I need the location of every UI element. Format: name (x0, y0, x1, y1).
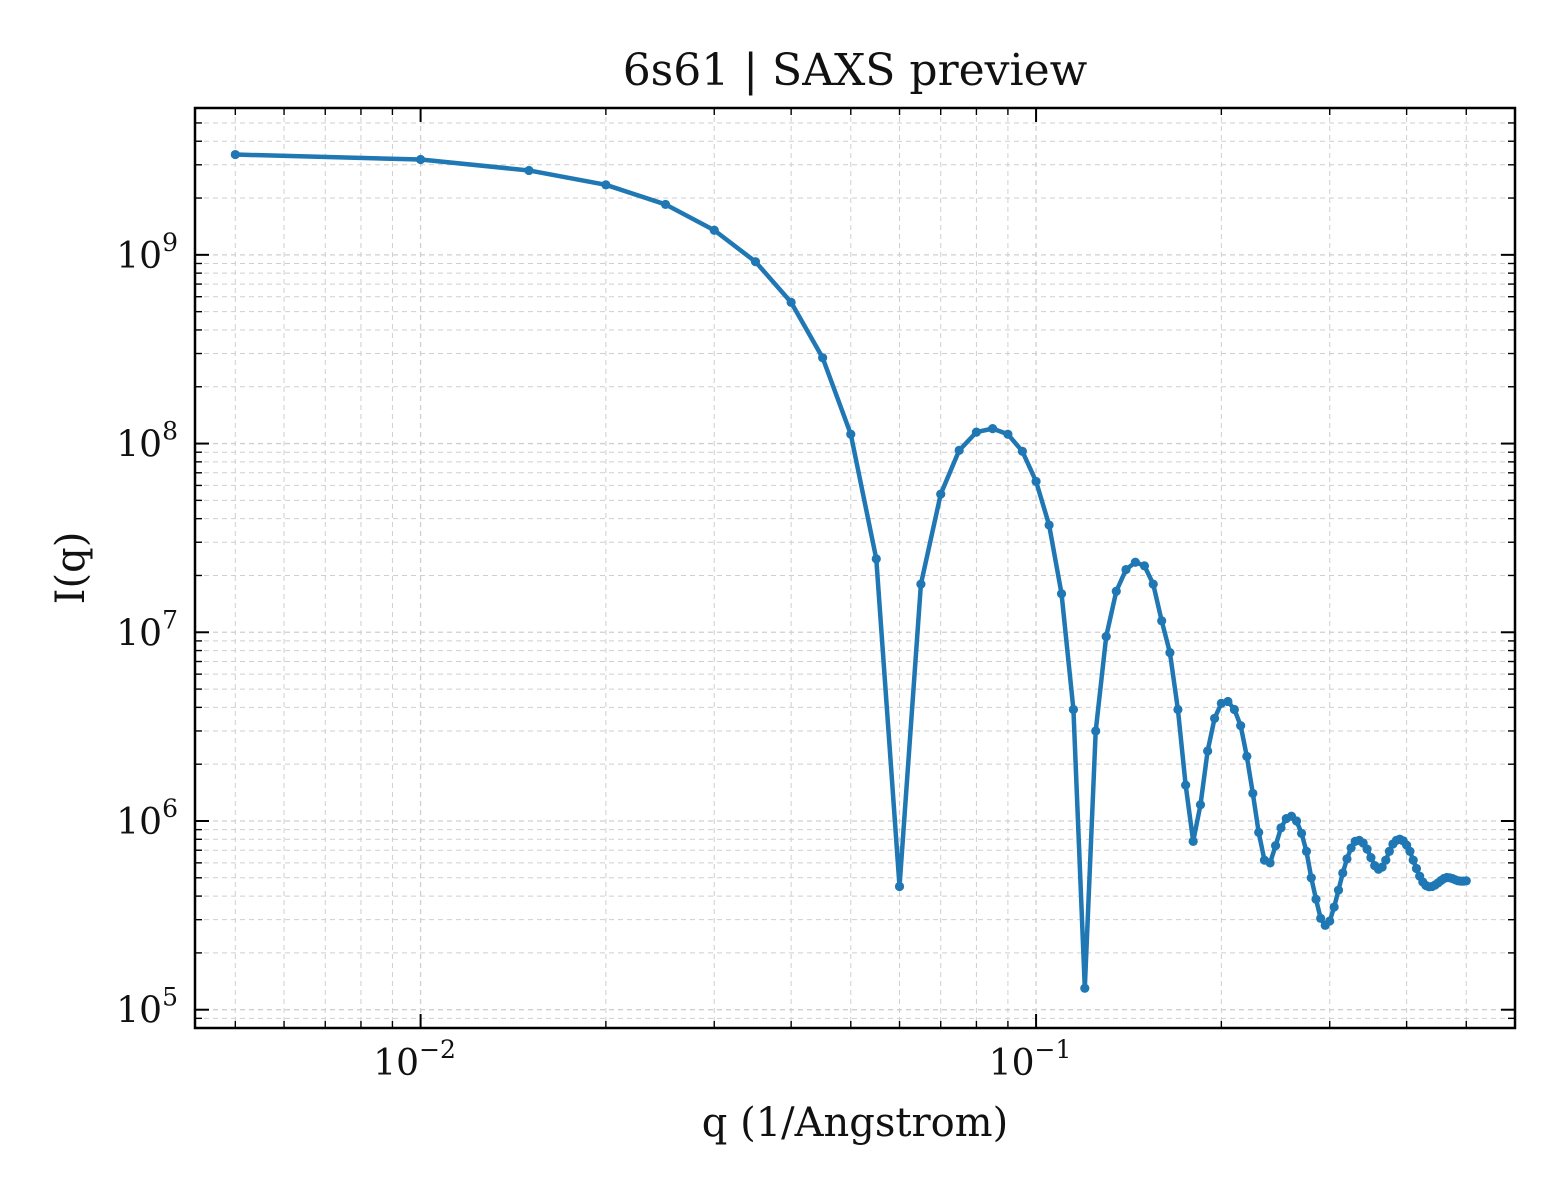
chart-title: 6s61 | SAXS preview (623, 45, 1088, 96)
y-tick-label: 106 (116, 794, 178, 843)
data-point (1270, 841, 1281, 851)
data-point (1254, 827, 1264, 838)
data-point (871, 554, 881, 564)
data-point (988, 424, 998, 434)
data-point (1121, 564, 1131, 575)
x-tick-label: 10−2 (373, 1035, 456, 1084)
data-point (1188, 836, 1198, 846)
data-point (1377, 862, 1387, 872)
data-point (601, 180, 611, 190)
data-point (709, 225, 719, 235)
data-point (1101, 631, 1111, 642)
data-point (1338, 868, 1348, 878)
data-point (1130, 557, 1140, 567)
data-point (1342, 854, 1352, 864)
data-point (894, 881, 905, 892)
data-point (1236, 721, 1246, 731)
data-point (1017, 446, 1027, 456)
data-point (1296, 828, 1307, 838)
data-point (1408, 855, 1418, 865)
data-point (1223, 696, 1233, 707)
data-point (1362, 844, 1372, 854)
data-point (1148, 579, 1158, 589)
data-point (1195, 800, 1206, 810)
y-tick-label: 108 (116, 417, 178, 466)
data-point (846, 429, 856, 439)
grid (195, 107, 1515, 1029)
y-axis-label: I(q) (48, 532, 94, 605)
data-point (1248, 788, 1258, 799)
data-point (818, 353, 828, 363)
data-point (1276, 823, 1286, 833)
data-point (1242, 751, 1252, 761)
data-point (1080, 983, 1090, 993)
series-layer (230, 149, 1471, 993)
data-point (1333, 885, 1344, 895)
data-point (1203, 746, 1213, 756)
data-point (1044, 520, 1054, 530)
data-point (1381, 855, 1391, 865)
data-point (1301, 846, 1312, 857)
data-point (1411, 863, 1422, 874)
tick-labels: 10−2 10−1 105 106 107 108 109 (116, 228, 1071, 1084)
data-point (916, 579, 926, 589)
data-point (936, 489, 946, 499)
data-point (524, 165, 534, 176)
data-point (1306, 873, 1316, 883)
data-point (1165, 648, 1175, 658)
data-point (1173, 704, 1183, 715)
data-point (1311, 894, 1321, 904)
data-point (1229, 704, 1239, 715)
data-point (1291, 816, 1302, 826)
data-point (1366, 852, 1376, 863)
data-point (1181, 780, 1191, 790)
data-point (1209, 713, 1220, 723)
data-point (1111, 586, 1121, 596)
data-point (1329, 902, 1339, 912)
data-point (1384, 846, 1394, 857)
data-point (230, 149, 240, 160)
data-point (660, 199, 671, 210)
data-point (1139, 561, 1150, 571)
plot-frame (193, 106, 1517, 1030)
data-point (1091, 726, 1101, 736)
data-point (1265, 858, 1275, 868)
y-tick-label: 107 (116, 605, 178, 654)
x-tick-label: 10−1 (989, 1035, 1072, 1084)
data-point (1157, 616, 1167, 626)
y-tick-label: 105 (116, 983, 178, 1032)
x-axis-label: q (1/Angstrom) (702, 1100, 1008, 1146)
data-point (1325, 916, 1335, 926)
data-point (1316, 913, 1326, 923)
data-point (1405, 846, 1415, 857)
data-point (1068, 704, 1079, 715)
y-tick-label: 109 (116, 228, 178, 277)
data-point (750, 257, 761, 267)
data-point (1003, 429, 1013, 439)
data-point (1461, 876, 1471, 886)
data-point (1346, 843, 1356, 853)
data-point (971, 427, 982, 437)
data-point (415, 154, 426, 165)
data-point (786, 297, 796, 307)
data-point (1031, 476, 1041, 487)
data-point (1056, 589, 1067, 599)
data-point (954, 445, 964, 455)
